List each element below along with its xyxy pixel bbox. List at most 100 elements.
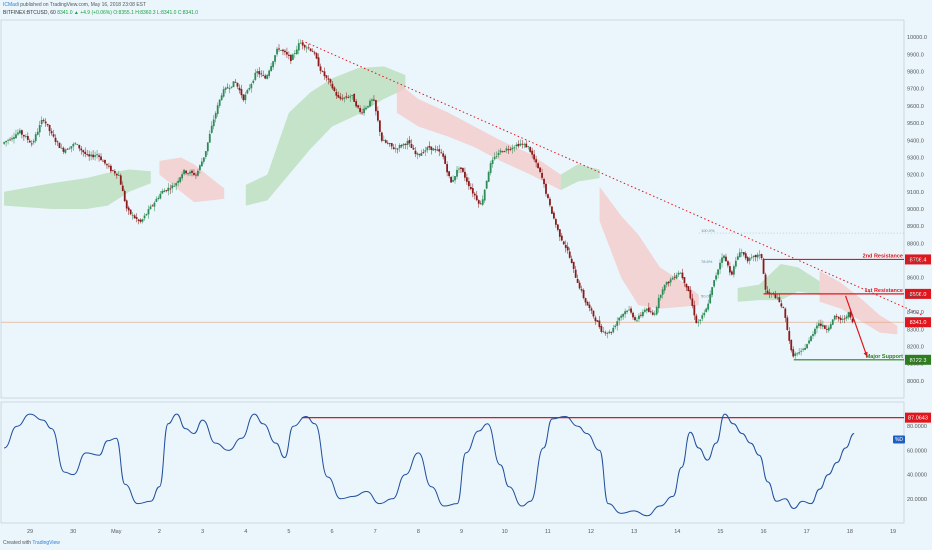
cloud-segment-6 — [737, 264, 820, 302]
candle-body — [576, 278, 579, 283]
candle-body — [802, 348, 805, 350]
candle-body — [264, 75, 267, 79]
candle-body — [359, 108, 361, 112]
candlestick-series — [3, 39, 854, 360]
current-price-label: 8341.0 — [910, 320, 927, 326]
candle-body — [375, 100, 377, 112]
candle-body — [100, 156, 102, 161]
candle-body — [657, 297, 660, 309]
candle-body — [378, 120, 381, 132]
candle-body — [465, 177, 468, 182]
candle-body — [297, 43, 300, 51]
candle-body — [195, 174, 197, 176]
candle-body — [208, 133, 211, 143]
candle-body — [436, 149, 439, 151]
date-tick-label: 29 — [27, 529, 33, 535]
candle-body — [82, 150, 85, 153]
candle-body — [335, 91, 338, 96]
candle-body — [622, 313, 625, 317]
date-tick-label: 15 — [717, 529, 723, 535]
candle-body — [363, 108, 365, 114]
candle-body — [651, 312, 654, 315]
candle-body — [687, 286, 690, 292]
author-name[interactable]: ICMadi — [3, 2, 19, 8]
candle-body — [106, 164, 108, 166]
candle-body — [163, 190, 166, 193]
candle-body — [38, 125, 41, 133]
cloud-segment-4 — [560, 164, 600, 191]
candle-body — [268, 70, 271, 76]
candle-body — [444, 155, 447, 164]
price-pane[interactable] — [0, 19, 905, 399]
candle-body — [260, 73, 263, 75]
candle-body — [827, 327, 830, 331]
candle-body — [497, 152, 500, 156]
price-tick-label: 9600.0 — [907, 104, 924, 110]
candle-body — [185, 170, 187, 174]
candle-body — [556, 224, 559, 230]
candle-body — [816, 325, 818, 329]
candle-body — [558, 229, 561, 237]
candle-body — [113, 170, 116, 174]
candle-body — [519, 143, 522, 146]
candle-body — [841, 319, 844, 320]
candle-body — [236, 82, 239, 87]
price-tick-label: 8800.0 — [907, 241, 924, 247]
candle-body — [317, 57, 320, 67]
cloud-segment-5 — [599, 186, 699, 309]
candle-body — [96, 154, 98, 156]
candle-body — [193, 172, 195, 175]
candle-body — [729, 266, 731, 273]
axes: 8000.0 8100.0 8200.0 8300.0 8400.0 8500.0 8600… — [27, 35, 927, 535]
candle-body — [709, 294, 712, 304]
candle-body — [732, 266, 735, 275]
candle-body — [181, 174, 184, 179]
candle-body — [111, 170, 114, 172]
candle-body — [92, 154, 95, 158]
candle-body — [173, 185, 176, 187]
candle-body — [337, 94, 340, 98]
candle-body — [143, 215, 146, 219]
candle-body — [242, 94, 245, 101]
percent-d-label: %D — [895, 437, 903, 443]
candle-body — [580, 289, 583, 291]
candle-body — [72, 143, 75, 147]
candle-body — [701, 315, 704, 319]
date-tick-label: 19 — [890, 529, 896, 535]
level-price-label: 8122.3 — [910, 358, 927, 364]
candle-body — [847, 312, 850, 318]
candle-body — [525, 143, 528, 148]
candle-body — [703, 312, 706, 316]
current-price-tag — [905, 317, 931, 328]
candle-body — [250, 83, 253, 89]
candle-body — [197, 170, 199, 176]
candle-body — [274, 55, 276, 62]
candle-body — [804, 347, 806, 350]
candle-body — [450, 176, 452, 183]
candle-body — [582, 289, 585, 299]
candle-body — [369, 100, 371, 107]
candle-body — [34, 134, 37, 142]
oscillator-tick-label: 60.0000 — [907, 448, 927, 454]
cloud-segment-2 — [245, 66, 406, 206]
candle-body — [746, 257, 749, 262]
candle-body — [711, 287, 714, 295]
candle-body — [90, 154, 93, 157]
candle-body — [315, 53, 318, 59]
candle-body — [309, 48, 312, 51]
tradingview-logo[interactable]: TradingView — [32, 540, 60, 546]
oscillator-level-tag — [905, 412, 931, 423]
descending-trendline — [301, 40, 924, 316]
candle-body — [543, 179, 545, 185]
candle-body — [44, 121, 47, 124]
candle-body — [481, 199, 484, 205]
candle-body — [131, 214, 134, 216]
candle-body — [507, 149, 510, 151]
candle-body — [495, 156, 498, 158]
candle-body — [24, 136, 27, 138]
oscillator-pane[interactable] — [0, 401, 905, 524]
candle-body — [707, 303, 710, 310]
candle-body — [424, 150, 427, 152]
price-tick-label: 8900.0 — [907, 224, 924, 230]
